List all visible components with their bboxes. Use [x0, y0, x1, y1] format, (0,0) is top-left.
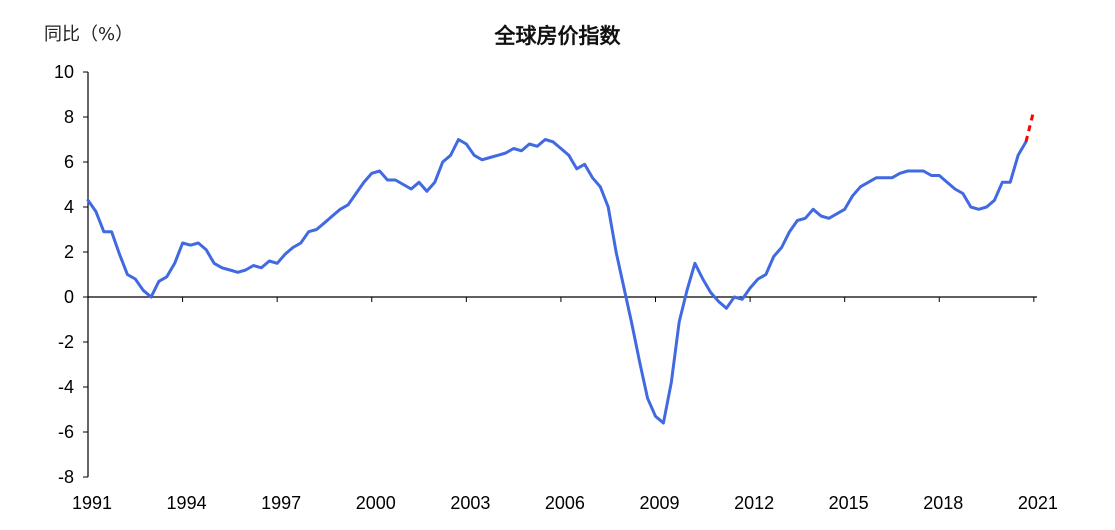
x-tick-label: 1994: [167, 493, 207, 513]
y-tick-label: -4: [58, 377, 74, 397]
y-tick-label: 10: [54, 62, 74, 82]
x-tick-label: 2003: [450, 493, 490, 513]
y-tick-label: 4: [64, 197, 74, 217]
x-tick-label: 1991: [72, 493, 112, 513]
y-axis-unit-label: 同比（%）: [44, 24, 134, 45]
y-tick-label: 6: [64, 152, 74, 172]
x-tick-label: 2021: [1018, 493, 1058, 513]
x-tick-label: 2015: [829, 493, 869, 513]
y-tick-label: -8: [58, 467, 74, 487]
series-line-forecast: [1024, 109, 1036, 143]
x-tick-label: 2018: [923, 493, 963, 513]
x-tick-label: 2009: [639, 493, 679, 513]
y-tick-label: -6: [58, 422, 74, 442]
x-tick-label: 2000: [356, 493, 396, 513]
x-tick-label: 1997: [261, 493, 301, 513]
chart-title: 全球房价指数: [494, 24, 621, 48]
y-tick-label: -2: [58, 332, 74, 352]
y-tick-label: 8: [64, 107, 74, 127]
x-tick-label: 2012: [734, 493, 774, 513]
series-line-actual: [86, 138, 1028, 425]
y-tick-label: 2: [64, 242, 74, 262]
y-tick-label: 0: [64, 287, 74, 307]
x-tick-label: 2006: [545, 493, 585, 513]
